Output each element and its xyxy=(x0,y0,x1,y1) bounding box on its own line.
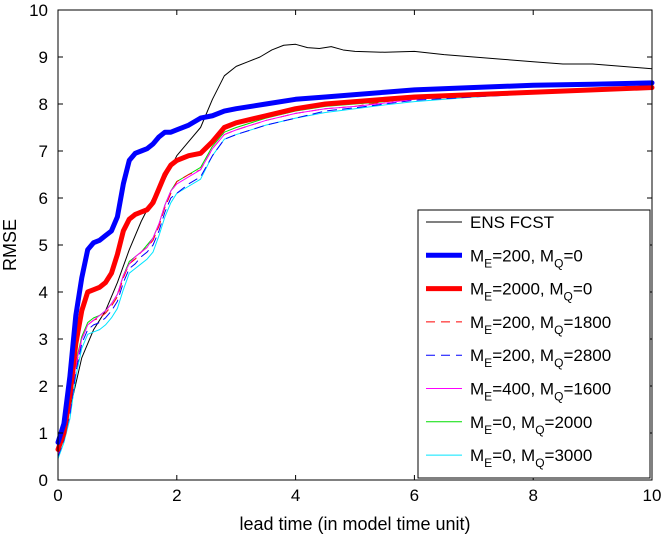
legend-label-part: =200, M xyxy=(492,313,554,332)
x-tick-label: 6 xyxy=(410,486,419,505)
legend-label-part: =1800 xyxy=(563,313,611,332)
series-line-7 xyxy=(57,88,653,460)
legend-label-part: M xyxy=(470,413,484,432)
x-tick-label: 10 xyxy=(643,486,662,505)
legend-label-part: =1600 xyxy=(563,380,611,399)
y-tick-label: 0 xyxy=(39,471,48,490)
y-tick-label: 8 xyxy=(39,95,48,114)
legend-label-part: =0 xyxy=(573,280,592,299)
y-tick-label: 10 xyxy=(29,1,48,20)
legend-label-part: E xyxy=(484,256,492,270)
legend-label-part: Q xyxy=(554,256,563,270)
series-line-5 xyxy=(57,87,653,455)
legend-label-part: =200, M xyxy=(492,346,554,365)
legend-label-part: Q xyxy=(535,423,544,437)
legend-label-part: M xyxy=(470,246,484,265)
y-tick-label: 6 xyxy=(39,189,48,208)
legend-label-part: =0, M xyxy=(492,446,535,465)
series-line-1 xyxy=(55,80,655,445)
y-tick-label: 1 xyxy=(39,424,48,443)
legend-label-0: ENS FCST xyxy=(470,213,554,232)
legend-label-1: ME=200, MQ=0 xyxy=(470,246,583,270)
y-tick-label: 7 xyxy=(39,142,48,161)
legend-label-part: =200, M xyxy=(492,246,554,265)
legend-label-part: E xyxy=(484,290,492,304)
legend-label-part: E xyxy=(484,356,492,370)
legend-label-part: =400, M xyxy=(492,380,554,399)
series-layer xyxy=(55,43,655,460)
y-tick-label: 2 xyxy=(39,377,48,396)
legend-label-part: Q xyxy=(554,390,563,404)
tick-layer: 0 2 4 6 8 10 0 1 2 3 4 5 6 7 8 9 10 xyxy=(29,1,661,505)
series-line-0 xyxy=(57,43,653,443)
legend-label-part: Q xyxy=(535,456,544,470)
legend-label-part: Q xyxy=(564,290,573,304)
legend-label-part: E xyxy=(484,390,492,404)
legend-label-part: M xyxy=(470,313,484,332)
y-tick-label: 5 xyxy=(39,236,48,255)
legend-label-3: ME=200, MQ=1800 xyxy=(470,313,611,337)
y-tick-label: 9 xyxy=(39,48,48,67)
legend-label-7: ME=0, MQ=3000 xyxy=(470,446,592,470)
legend-label-part: =0, M xyxy=(492,413,535,432)
legend-label-part: M xyxy=(470,346,484,365)
x-tick-label: 4 xyxy=(291,486,300,505)
x-tick-label: 2 xyxy=(172,486,181,505)
legend-label-part: M xyxy=(470,446,484,465)
y-tick-label: 4 xyxy=(39,283,48,302)
legend-label-part: =3000 xyxy=(545,446,593,465)
legend-label-part: M xyxy=(470,280,484,299)
legend-label-2: ME=2000, MQ=0 xyxy=(470,280,592,304)
x-axis-label: lead time (in model time unit) xyxy=(239,514,470,534)
y-tick-label: 3 xyxy=(39,330,48,349)
series-line-2 xyxy=(55,85,655,452)
legend-label-6: ME=0, MQ=2000 xyxy=(470,413,592,437)
legend-label-part: E xyxy=(484,456,492,470)
y-axis-label: RMSE xyxy=(0,219,20,271)
legend-label-part: M xyxy=(470,380,484,399)
legend-label-part: E xyxy=(484,423,492,437)
legend-label-5: ME=400, MQ=1600 xyxy=(470,380,611,404)
legend-label-part: =0 xyxy=(563,246,582,265)
series-line-4 xyxy=(57,87,653,457)
x-tick-label: 8 xyxy=(528,486,537,505)
legend-label-part: Q xyxy=(554,323,563,337)
legend-label-4: ME=200, MQ=2800 xyxy=(470,346,611,370)
x-tick-label: 0 xyxy=(53,486,62,505)
legend-label-part: =2000 xyxy=(545,413,593,432)
legend-label-part: =2800 xyxy=(563,346,611,365)
legend-label-part: =2000, M xyxy=(492,280,563,299)
legend-label-part: E xyxy=(484,323,492,337)
legend-label-part: Q xyxy=(554,356,563,370)
